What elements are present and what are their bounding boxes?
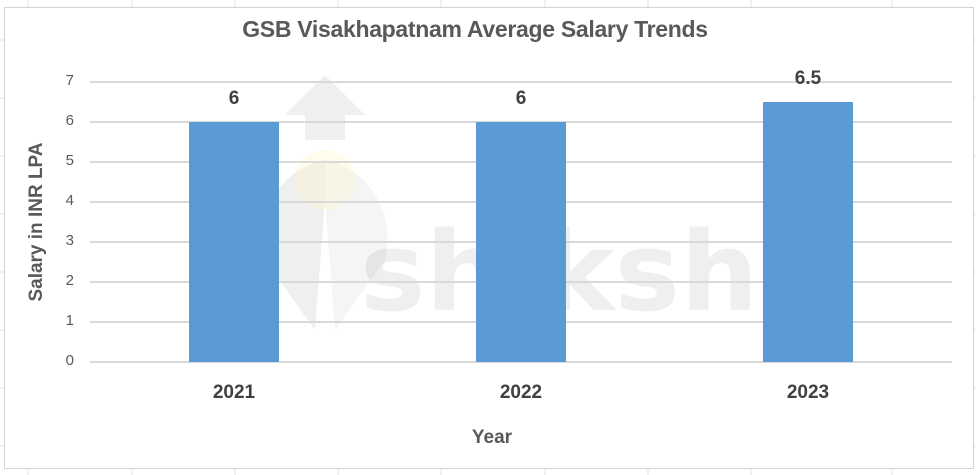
gridline-0 xyxy=(90,361,952,363)
y-tick: 0 xyxy=(65,352,74,369)
x-tick-2023: 2023 xyxy=(786,382,830,403)
y-tick: 1 xyxy=(65,312,74,329)
data-label-2023: 6.5 xyxy=(794,68,822,89)
x-tick-2021: 2021 xyxy=(212,382,256,403)
bar-2022[interactable] xyxy=(476,122,566,362)
y-axis-label: Salary in INR LPA xyxy=(26,142,47,302)
y-tick: 2 xyxy=(65,272,74,289)
y-tick: 4 xyxy=(65,192,74,209)
chart-title: GSB Visakhapatnam Average Salary Trends xyxy=(242,16,708,42)
bar-2021[interactable] xyxy=(189,122,279,362)
y-tick: 6 xyxy=(65,112,74,129)
data-label-2021: 6 xyxy=(228,88,240,109)
y-tick: 5 xyxy=(65,152,74,169)
data-label-2022: 6 xyxy=(515,88,527,109)
bar-2023[interactable] xyxy=(763,102,853,362)
y-tick: 3 xyxy=(65,232,74,249)
x-axis-label: Year xyxy=(471,427,513,448)
gridline-7 xyxy=(90,81,952,83)
y-tick: 7 xyxy=(65,72,74,89)
x-tick-2022: 2022 xyxy=(499,382,543,403)
